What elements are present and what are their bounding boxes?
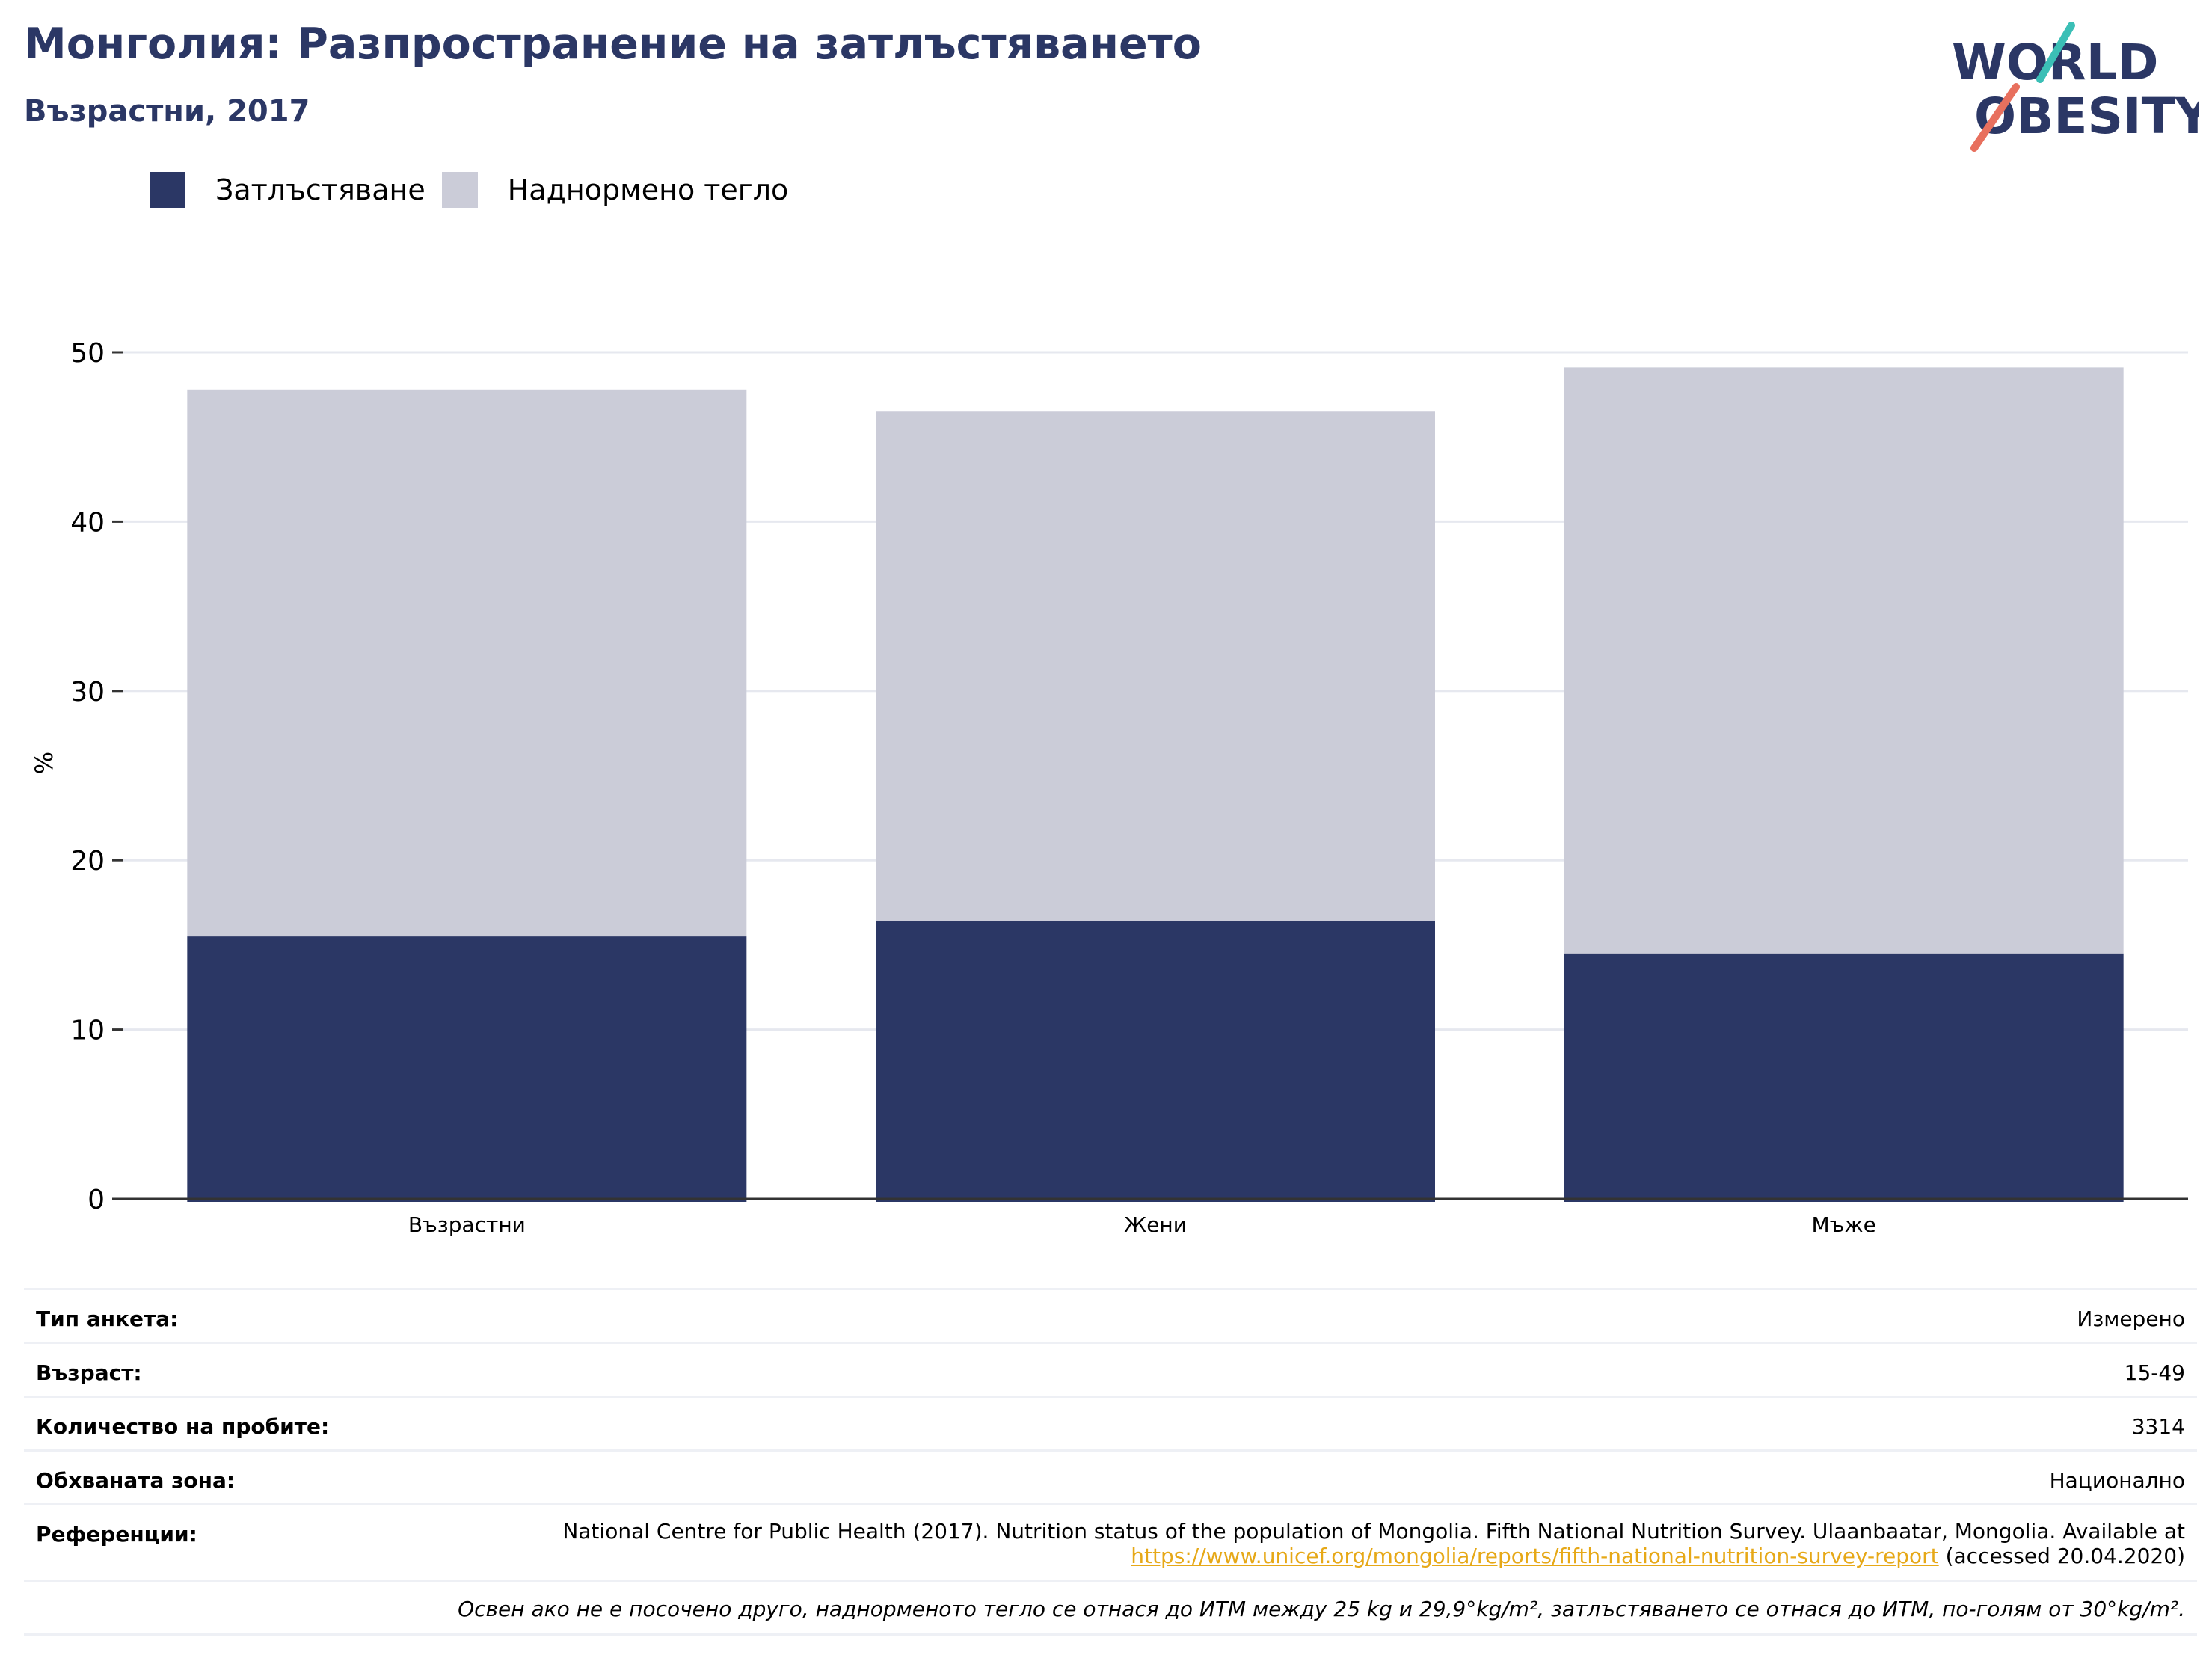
info-label-area-covered: Обхваната зона: <box>36 1468 236 1493</box>
world-obesity-logo: WORLD OBESITY <box>1952 22 2199 152</box>
info-label-references: Референции: <box>36 1522 197 1547</box>
y-tick-label-30: 30 <box>70 677 105 707</box>
y-tick-label-10: 10 <box>70 1016 105 1046</box>
info-row-sample-size: Количество на пробите: 3314 <box>24 1398 2197 1452</box>
info-value-sample-size: 3314 <box>2131 1414 2185 1439</box>
info-row-survey-type: Тип анкета: Измерено <box>24 1290 2197 1344</box>
legend-label-obesity: Затлъстяване <box>215 174 425 206</box>
stacked-bar-chart: 0 10 20 30 40 50% Възрастни Жени Мъже <box>30 338 2188 1237</box>
reference-accessed: (accessed 20.04.2020) <box>1938 1544 2185 1568</box>
bar-obesity-1 <box>876 921 1435 1202</box>
y-tick-label-40: 40 <box>70 507 105 538</box>
legend-swatch-overweight <box>441 172 478 208</box>
y-tick-label-20: 20 <box>70 846 105 877</box>
chart-title: Монголия: Разпространение на затлъстяван… <box>24 19 1202 69</box>
logo-slash-coral <box>1970 83 2020 152</box>
y-tick-label-0: 0 <box>87 1185 105 1215</box>
reference-text: National Centre for Public Health (2017)… <box>562 1519 2185 1544</box>
info-label-sample-size: Количество на пробите: <box>36 1414 330 1439</box>
bar-obesity-0 <box>187 936 747 1202</box>
y-tick-label-50: 50 <box>70 338 105 369</box>
bar-overweight-1 <box>876 411 1435 921</box>
info-row-references: Референции: National Centre for Public H… <box>24 1505 2197 1582</box>
info-row-age: Възраст: 15-49 <box>24 1344 2197 1398</box>
legend-swatch-obesity <box>150 172 185 208</box>
bar-obesity-2 <box>1564 953 2124 1202</box>
logo-line1: WORLD <box>1952 34 2159 91</box>
info-row-area-covered: Обхваната зона: Национално <box>24 1452 2197 1505</box>
legend-item-obesity[interactable]: Затлъстяване <box>150 172 425 208</box>
x-tick-label-2: Мъже <box>1811 1212 1875 1237</box>
y-axis-label: % <box>30 752 58 774</box>
x-tick-label-0: Възрастни <box>408 1212 526 1237</box>
info-value-age: 15-49 <box>2124 1360 2185 1385</box>
info-label-age: Възраст: <box>36 1360 142 1385</box>
definition-note: Освен ако не е посочено друго, наднормен… <box>24 1582 2197 1636</box>
x-tick-label-1: Жени <box>1124 1212 1187 1237</box>
legend-label-overweight: Наднормено тегло <box>507 174 789 206</box>
survey-info-table: Тип анкета: Измерено Възраст: 15-49 Коли… <box>24 1288 2197 1636</box>
reference-link[interactable]: https://www.unicef.org/mongolia/reports/… <box>1131 1544 1939 1568</box>
bar-overweight-0 <box>187 389 747 937</box>
info-value-area-covered: Национално <box>2049 1468 2185 1493</box>
info-value-survey-type: Измерено <box>2077 1307 2185 1331</box>
bar-overweight-2 <box>1564 367 2124 954</box>
info-label-survey-type: Тип анкета: <box>36 1307 179 1331</box>
logo-slash-teal <box>2036 22 2075 83</box>
legend: Затлъстяване Наднормено тегло <box>150 172 805 208</box>
legend-item-overweight[interactable]: Наднормено тегло <box>441 172 789 208</box>
info-value-references: National Centre for Public Health (2017)… <box>390 1519 2185 1568</box>
chart-subtitle: Възрастни, 2017 <box>24 94 310 129</box>
